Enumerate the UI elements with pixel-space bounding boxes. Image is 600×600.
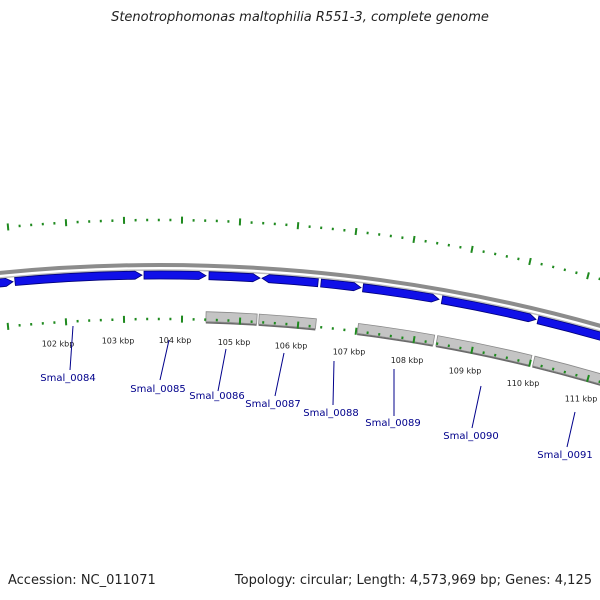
forward-gene-arrow[interactable] xyxy=(0,277,14,288)
gene-labels: Smal_0084Smal_0085Smal_0086Smal_0087Smal… xyxy=(40,325,593,461)
reverse-gene-edge xyxy=(532,366,600,386)
gene-label[interactable]: Smal_0085 xyxy=(130,384,185,395)
major-tick xyxy=(412,336,416,344)
scale-label: 107 kbp xyxy=(333,348,366,357)
scale-label: 106 kbp xyxy=(275,342,308,351)
major-tick xyxy=(586,272,590,280)
minor-tick xyxy=(575,271,578,275)
major-tick xyxy=(296,321,300,329)
forward-gene-arrow[interactable] xyxy=(320,278,362,292)
gene-label[interactable]: Smal_0088 xyxy=(303,408,358,419)
forward-gene-arrow[interactable] xyxy=(208,271,261,283)
reverse-gene-block[interactable] xyxy=(258,313,317,330)
major-tick xyxy=(586,374,590,383)
major-tick xyxy=(528,257,532,266)
reverse-gene-block[interactable] xyxy=(205,311,258,325)
backbone-line-inner xyxy=(0,269,600,332)
gene-label[interactable]: Smal_0087 xyxy=(245,399,300,410)
gene-label-leader xyxy=(274,352,285,397)
gene-label[interactable]: Smal_0090 xyxy=(443,431,498,442)
accession-text: Accession: NC_011071 xyxy=(8,573,156,588)
scale-label: 104 kbp xyxy=(159,336,192,345)
major-tick xyxy=(6,223,10,231)
reverse-gene-block[interactable] xyxy=(532,355,600,386)
forward-gene-arrow[interactable] xyxy=(14,270,143,286)
gene-label-leader xyxy=(566,411,576,448)
gene-label-leader xyxy=(69,325,74,371)
minor-tick xyxy=(563,268,567,272)
minor-tick xyxy=(505,254,509,258)
scale-label: 110 kbp xyxy=(507,379,540,388)
major-tick xyxy=(528,359,532,367)
scale-labels: 102 kbp 103 kbp 104 kbp 105 kbp 106 kbp 107 k… xyxy=(42,336,598,403)
minor-tick xyxy=(517,358,520,362)
reverse-strand-genes xyxy=(205,311,600,386)
gene-label-leader xyxy=(471,385,482,429)
minor-tick xyxy=(505,356,509,360)
minor-tick xyxy=(551,265,555,269)
gene-label[interactable]: Smal_0084 xyxy=(40,373,95,384)
major-tick xyxy=(354,227,358,236)
gene-label[interactable]: Smal_0091 xyxy=(537,450,592,461)
forward-gene-arrow[interactable] xyxy=(536,315,600,341)
map-title: Stenotrophomonas maltophilia R551-3, com… xyxy=(111,10,489,25)
reverse-gene-edge xyxy=(258,324,316,331)
minor-tick xyxy=(551,367,555,371)
forward-gene-arrow[interactable] xyxy=(261,274,319,288)
major-tick xyxy=(412,235,416,244)
forward-gene-arrow[interactable] xyxy=(362,283,440,303)
gene-label-leader xyxy=(332,360,335,406)
minor-tick xyxy=(493,252,497,256)
minor-tick xyxy=(517,257,520,261)
inner-tick-track xyxy=(6,315,600,384)
genome-backbone xyxy=(0,263,600,332)
major-tick xyxy=(470,245,474,254)
major-tick xyxy=(296,222,300,230)
reverse-gene-block[interactable] xyxy=(356,323,436,346)
forward-strand-genes xyxy=(0,270,600,341)
gene-label-leader xyxy=(217,348,227,392)
minor-tick xyxy=(563,370,567,374)
major-tick xyxy=(6,322,10,330)
minor-tick xyxy=(482,351,485,355)
scale-label: 111 kbp xyxy=(565,394,598,403)
scale-label: 103 kbp xyxy=(102,337,135,346)
reverse-gene-edge xyxy=(205,321,257,326)
outer-tick-track xyxy=(6,216,600,281)
major-tick xyxy=(354,327,358,335)
gene-label-leader xyxy=(159,339,170,381)
minor-tick xyxy=(493,353,497,357)
forward-gene-arrow[interactable] xyxy=(143,270,207,280)
major-tick xyxy=(470,346,474,354)
minor-tick xyxy=(540,364,543,368)
scale-label: 102 kbp xyxy=(42,339,75,348)
minor-tick xyxy=(575,373,578,377)
gene-label[interactable]: Smal_0086 xyxy=(189,391,244,402)
scale-label: 105 kbp xyxy=(218,338,251,347)
reverse-gene-edge xyxy=(357,333,433,347)
gene-label[interactable]: Smal_0089 xyxy=(365,418,420,429)
forward-gene-arrow[interactable] xyxy=(440,295,537,323)
scale-label: 109 kbp xyxy=(449,366,482,375)
genome-summary-text: Topology: circular; Length: 4,573,969 bp… xyxy=(234,573,592,588)
backbone-line-outer xyxy=(0,263,600,328)
scale-label: 108 kbp xyxy=(391,356,424,365)
minor-tick xyxy=(540,262,543,266)
